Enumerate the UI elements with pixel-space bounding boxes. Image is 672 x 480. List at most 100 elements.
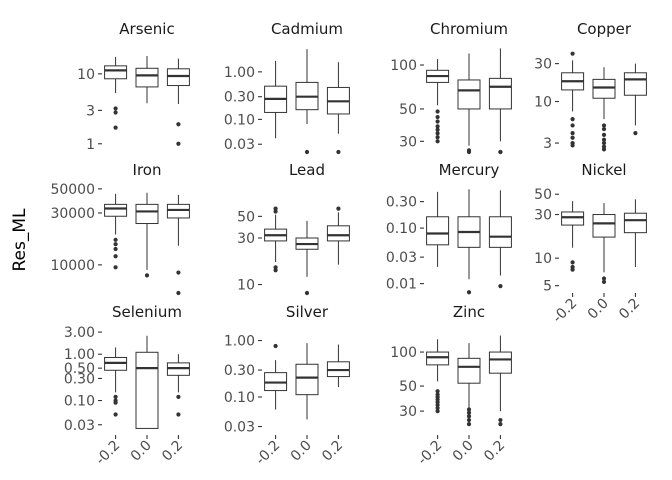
iqr-box: [592, 78, 616, 99]
outlier-point: [435, 139, 440, 144]
x-tick-label: 0.2: [319, 438, 346, 465]
box--0-2: [104, 347, 128, 417]
box-0-0: [295, 49, 319, 155]
iqr-box: [135, 203, 159, 225]
outlier-point: [466, 290, 472, 295]
y-tick-label: 10: [534, 95, 552, 111]
panel-chromium: Chromium 30 50 100: [390, 20, 512, 155]
panel-title: Chromium: [430, 20, 508, 38]
panel-title: Mercury: [439, 161, 500, 179]
iqr-box: [623, 72, 647, 96]
box-0-2: [623, 63, 647, 136]
outlier-point: [113, 400, 118, 405]
x-tick-label: -0.2: [93, 438, 124, 469]
outlier-point: [466, 422, 472, 427]
outlier-point: [113, 412, 118, 417]
y-tick-label: 0.30: [224, 90, 255, 106]
y-tick-label: 0.10: [386, 221, 417, 237]
outlier-point: [176, 394, 181, 399]
outlier-point: [273, 268, 278, 273]
iqr-box: [104, 65, 128, 80]
panel-title: Zinc: [453, 303, 485, 321]
outlier-point: [466, 149, 472, 155]
outlier-point: [570, 267, 575, 272]
outlier-point: [570, 135, 575, 140]
outlier-point: [176, 290, 181, 296]
y-tick-label: 30000: [50, 206, 95, 222]
outlier-point: [435, 402, 440, 408]
y-tick-label: 50000: [50, 182, 95, 198]
iqr-box: [488, 77, 512, 110]
outlier-point: [570, 131, 575, 136]
y-tick-label: 10: [534, 251, 552, 267]
y-tick-label: 0.03: [224, 137, 255, 153]
outlier-point: [601, 123, 607, 128]
outlier-point: [176, 412, 181, 417]
outlier-point: [113, 265, 118, 270]
outlier-point: [570, 123, 575, 128]
box-0-2: [488, 190, 512, 289]
panel-selenium: Selenium 0.03 0.10 0.300.501.00 3.00 -0.2 0.0 0…: [64, 303, 190, 468]
outlier-point: [273, 206, 278, 211]
outlier-point: [435, 124, 440, 129]
y-tick-label: 30: [534, 57, 552, 73]
x-tick-label: 0.0: [450, 438, 477, 465]
x-tick-label: -0.2: [253, 438, 284, 469]
outlier-point: [570, 260, 575, 265]
y-tick-label: 30: [237, 231, 255, 247]
iqr-box: [166, 203, 190, 219]
panel-cadmium: Cadmium 0.03 0.10 0.30 1.00: [224, 20, 350, 155]
outlier-point: [176, 270, 181, 275]
box-0-2: [488, 48, 512, 155]
x-tick-label: -0.2: [550, 296, 581, 327]
y-tick-label: 10: [77, 67, 95, 83]
outlier-point: [144, 273, 150, 278]
panel-arsenic: Arsenic 1 3 10: [77, 20, 190, 153]
y-tick-label: 10000: [50, 258, 95, 274]
outlier-point: [113, 254, 118, 259]
y-tick-label: 50: [399, 379, 417, 395]
box--0-2: [264, 206, 288, 273]
outlier-point: [435, 135, 440, 140]
y-tick-label: 0.30: [64, 371, 95, 387]
y-tick-label: 50: [534, 187, 552, 203]
y-axis-label: Res_ML: [10, 208, 30, 272]
y-tick-label: 3: [86, 103, 95, 119]
panel-title: Selenium: [112, 303, 182, 321]
outlier-point: [601, 279, 607, 285]
outlier-point: [435, 405, 440, 411]
outlier-point: [176, 141, 181, 146]
x-tick-label: 0.0: [288, 438, 315, 465]
box--0-2: [264, 60, 288, 139]
y-tick-label: 0.30: [224, 363, 255, 379]
y-tick-label: 10: [237, 278, 255, 294]
outlier-point: [113, 125, 118, 130]
x-tick-label: 0.0: [128, 438, 155, 465]
panel-zinc: Zinc 30 50 100 -0.2 0.0 0.2: [390, 303, 512, 468]
panel-title: Nickel: [581, 161, 626, 179]
box-0-0: [457, 189, 481, 295]
box-0-0: [592, 67, 616, 152]
y-tick-label: 1.00: [64, 347, 95, 363]
iqr-box: [326, 225, 350, 242]
box-0-0: [135, 55, 159, 104]
iqr-box: [457, 79, 481, 110]
panel-iron: Iron 10000 30000 50000: [50, 161, 190, 296]
y-tick-label: 5: [543, 279, 552, 295]
iqr-box: [295, 363, 319, 396]
y-tick-label: 30: [399, 404, 417, 420]
outlier-point: [435, 119, 440, 124]
box-0-0: [295, 220, 319, 296]
panel-title: Lead: [289, 161, 325, 179]
x-tick-label: 0.2: [481, 438, 508, 465]
box-0-0: [135, 192, 159, 278]
panel-silver: Silver 0.03 0.10 0.30 1.00 -0.2 0.0 0.2: [224, 303, 350, 468]
iqr-box: [426, 216, 450, 246]
iqr-box: [488, 216, 512, 248]
panel-lead: Lead 10 30 50: [237, 161, 350, 296]
y-tick-label: 0.03: [64, 418, 95, 434]
outlier-point: [113, 110, 118, 115]
y-tick-label: 1.00: [224, 65, 255, 81]
box-0-0: [457, 53, 481, 155]
y-tick-label: 3.00: [64, 325, 95, 341]
